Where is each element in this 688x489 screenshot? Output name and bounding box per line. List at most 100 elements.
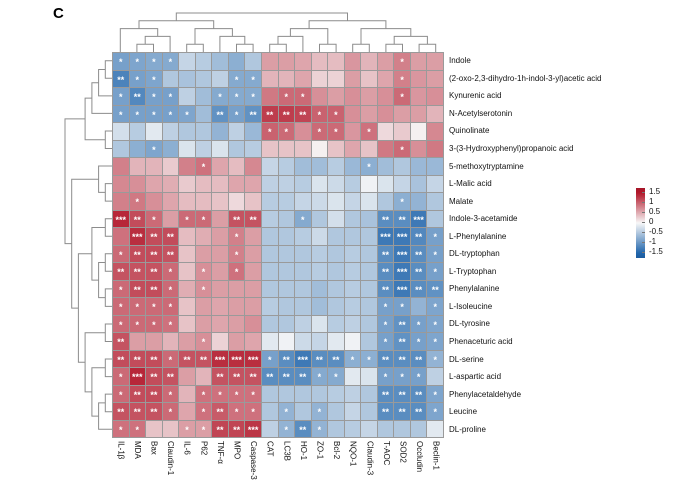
significance-stars: * — [251, 92, 255, 103]
heatmap-cell: ** — [261, 105, 278, 122]
significance-stars: ** — [398, 354, 406, 365]
significance-stars: * — [234, 407, 239, 418]
row-label: L-Phenylalanine — [449, 231, 507, 241]
significance-stars: * — [119, 389, 123, 400]
heatmap-cell — [129, 158, 146, 175]
heatmap-cell: * — [328, 123, 344, 140]
heatmap-cell — [344, 315, 361, 332]
heatmap-cell — [344, 245, 361, 262]
heatmap-cell — [113, 193, 129, 210]
heatmap-cell — [261, 70, 278, 87]
heatmap-cell: * — [129, 420, 146, 437]
heatmap-cell — [212, 193, 228, 210]
heatmap-cell — [179, 175, 195, 192]
significance-stars: * — [433, 232, 437, 243]
heatmap-cell — [261, 53, 278, 70]
color-scale-legend: 1.5 1 0.5 0 -0.5 -1 -1.5 — [636, 188, 686, 263]
heatmap-cell: * — [212, 88, 228, 105]
heatmap-cell: * — [295, 88, 311, 105]
heatmap-cell: ** — [212, 368, 228, 385]
heatmap-cell — [377, 420, 394, 437]
heatmap-cell — [311, 315, 328, 332]
heatmap-cell — [311, 228, 328, 245]
heatmap-cell — [410, 140, 427, 157]
significance-stars: * — [201, 267, 206, 278]
heatmap-cell — [295, 123, 311, 140]
heatmap-cell — [261, 420, 278, 437]
heatmap-cell — [295, 53, 311, 70]
heatmap-cell — [311, 53, 328, 70]
heatmap-cell: * — [113, 245, 129, 262]
heatmap-cell — [162, 123, 179, 140]
significance-stars: * — [119, 372, 123, 383]
heatmap-cell: *** — [394, 228, 410, 245]
heatmap-cell — [394, 175, 410, 192]
heatmap-cell: ** — [427, 280, 443, 297]
heatmap-cell — [278, 263, 295, 280]
heatmap-cell — [394, 123, 410, 140]
heatmap-cell: ** — [410, 350, 427, 367]
heatmap-cell — [113, 175, 129, 192]
significance-stars: * — [135, 424, 140, 435]
heatmap-cell: ** — [278, 368, 295, 385]
significance-stars: ** — [133, 354, 141, 365]
heatmap-cell — [179, 333, 195, 350]
legend-gradient-bar — [636, 188, 645, 258]
heatmap-cell — [295, 298, 311, 315]
heatmap-cell: * — [245, 70, 261, 87]
heatmap-cell: ** — [328, 350, 344, 367]
heatmap-cell — [212, 140, 228, 157]
heatmap-cell: * — [195, 210, 212, 227]
heatmap-cell — [295, 263, 311, 280]
significance-stars: * — [400, 302, 404, 313]
heatmap-cell: ** — [394, 403, 410, 420]
heatmap-cell: ** — [146, 403, 162, 420]
heatmap-cell — [394, 420, 410, 437]
significance-stars: *** — [297, 354, 309, 365]
significance-stars: * — [400, 74, 404, 85]
heatmap-cell: * — [129, 298, 146, 315]
heatmap-cell: * — [162, 263, 179, 280]
heatmap-cell: ** — [146, 263, 162, 280]
significance-stars: * — [284, 92, 289, 103]
significance-stars: * — [185, 109, 189, 120]
heatmap-cell — [129, 140, 146, 157]
significance-stars: ** — [216, 407, 224, 418]
heatmap-cell — [328, 420, 344, 437]
heatmap-cell — [245, 193, 261, 210]
heatmap-cell — [146, 175, 162, 192]
heatmap-cell — [295, 245, 311, 262]
heatmap-cell — [311, 298, 328, 315]
significance-stars: * — [135, 319, 140, 330]
heatmap-cell: * — [113, 280, 129, 297]
heatmap-cell — [278, 158, 295, 175]
significance-stars: ** — [150, 232, 158, 243]
heatmap-cell — [278, 228, 295, 245]
heatmap-cell: ** — [212, 105, 228, 122]
significance-stars: ** — [216, 424, 224, 435]
column-label: MPO — [232, 441, 242, 460]
heatmap-cell — [245, 140, 261, 157]
row-label: L-Malic acid — [449, 179, 492, 189]
significance-stars: * — [185, 214, 189, 225]
column-label: ZO-1 — [315, 441, 325, 460]
heatmap-cell — [427, 105, 443, 122]
heatmap-cell — [245, 315, 261, 332]
heatmap-cell: ** — [146, 368, 162, 385]
heatmap-cell: ** — [129, 245, 146, 262]
heatmap-cell: ** — [228, 420, 245, 437]
significance-stars: ** — [216, 372, 224, 383]
heatmap-cell — [245, 228, 261, 245]
heatmap-cell: ** — [278, 105, 295, 122]
heatmap-cell — [195, 140, 212, 157]
heatmap-cell — [245, 333, 261, 350]
legend-tick-label: 1.5 — [649, 187, 661, 196]
significance-stars: ** — [117, 267, 125, 278]
column-label: Bcl-2 — [332, 441, 342, 460]
heatmap-cell — [162, 210, 179, 227]
heatmap-cell — [344, 175, 361, 192]
heatmap-cell: ** — [212, 403, 228, 420]
significance-stars: *** — [396, 249, 408, 260]
significance-stars: ** — [415, 354, 423, 365]
heatmap-cell — [212, 245, 228, 262]
